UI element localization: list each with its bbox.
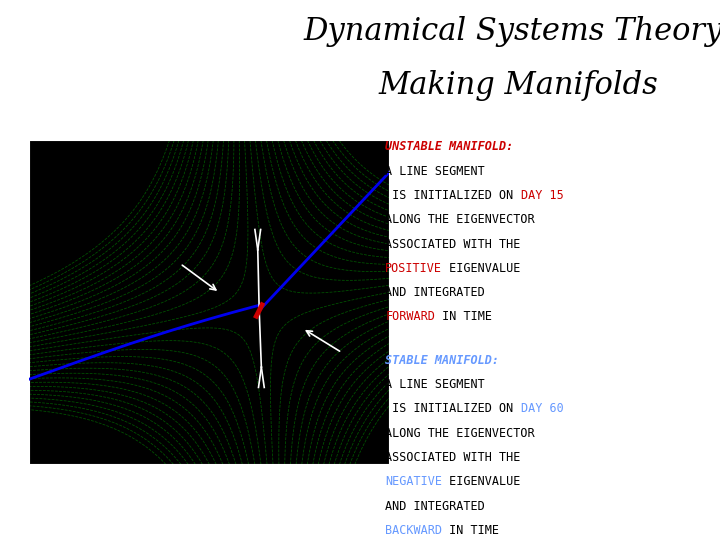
Text: ALONG THE EIGENVECTOR: ALONG THE EIGENVECTOR [385, 213, 535, 226]
Text: ASSOCIATED WITH THE: ASSOCIATED WITH THE [385, 451, 521, 464]
Text: POSITIVE: POSITIVE [385, 262, 442, 275]
Text: Making Manifolds: Making Manifolds [379, 70, 658, 101]
Text: EIGENVALUE: EIGENVALUE [442, 475, 521, 488]
Text: DAY 60: DAY 60 [521, 402, 563, 415]
X-axis label: KM: KM [202, 490, 215, 500]
Text: DAY 15: DAY 15 [521, 189, 563, 202]
Text: Dynamical Systems Theory:: Dynamical Systems Theory: [304, 16, 720, 47]
Text: EIGENVALUE: EIGENVALUE [442, 262, 521, 275]
Text: FORWARD: FORWARD [385, 310, 435, 323]
Title: GENERATING MANIFOLDS: DAY  15: GENERATING MANIFOLDS: DAY 15 [111, 128, 307, 138]
Text: AND INTEGRATED: AND INTEGRATED [385, 500, 485, 512]
Text: A LINE SEGMENT: A LINE SEGMENT [385, 378, 485, 391]
Text: IN TIME: IN TIME [442, 524, 499, 537]
Text: NEGATIVE: NEGATIVE [385, 475, 442, 488]
Text: ASSOCIATED WITH THE: ASSOCIATED WITH THE [385, 238, 521, 251]
Text: IS INITIALIZED ON: IS INITIALIZED ON [385, 402, 521, 415]
Text: ALONG THE EIGENVECTOR: ALONG THE EIGENVECTOR [385, 427, 535, 440]
Text: IS INITIALIZED ON: IS INITIALIZED ON [385, 189, 521, 202]
Text: BACKWARD: BACKWARD [385, 524, 442, 537]
Text: IN TIME: IN TIME [435, 310, 492, 323]
Text: A LINE SEGMENT: A LINE SEGMENT [385, 165, 485, 178]
Text: UNSTABLE MANIFOLD:: UNSTABLE MANIFOLD: [385, 140, 513, 153]
Text: AND INTEGRATED: AND INTEGRATED [385, 286, 485, 299]
Text: STABLE MANIFOLD:: STABLE MANIFOLD: [385, 354, 499, 367]
